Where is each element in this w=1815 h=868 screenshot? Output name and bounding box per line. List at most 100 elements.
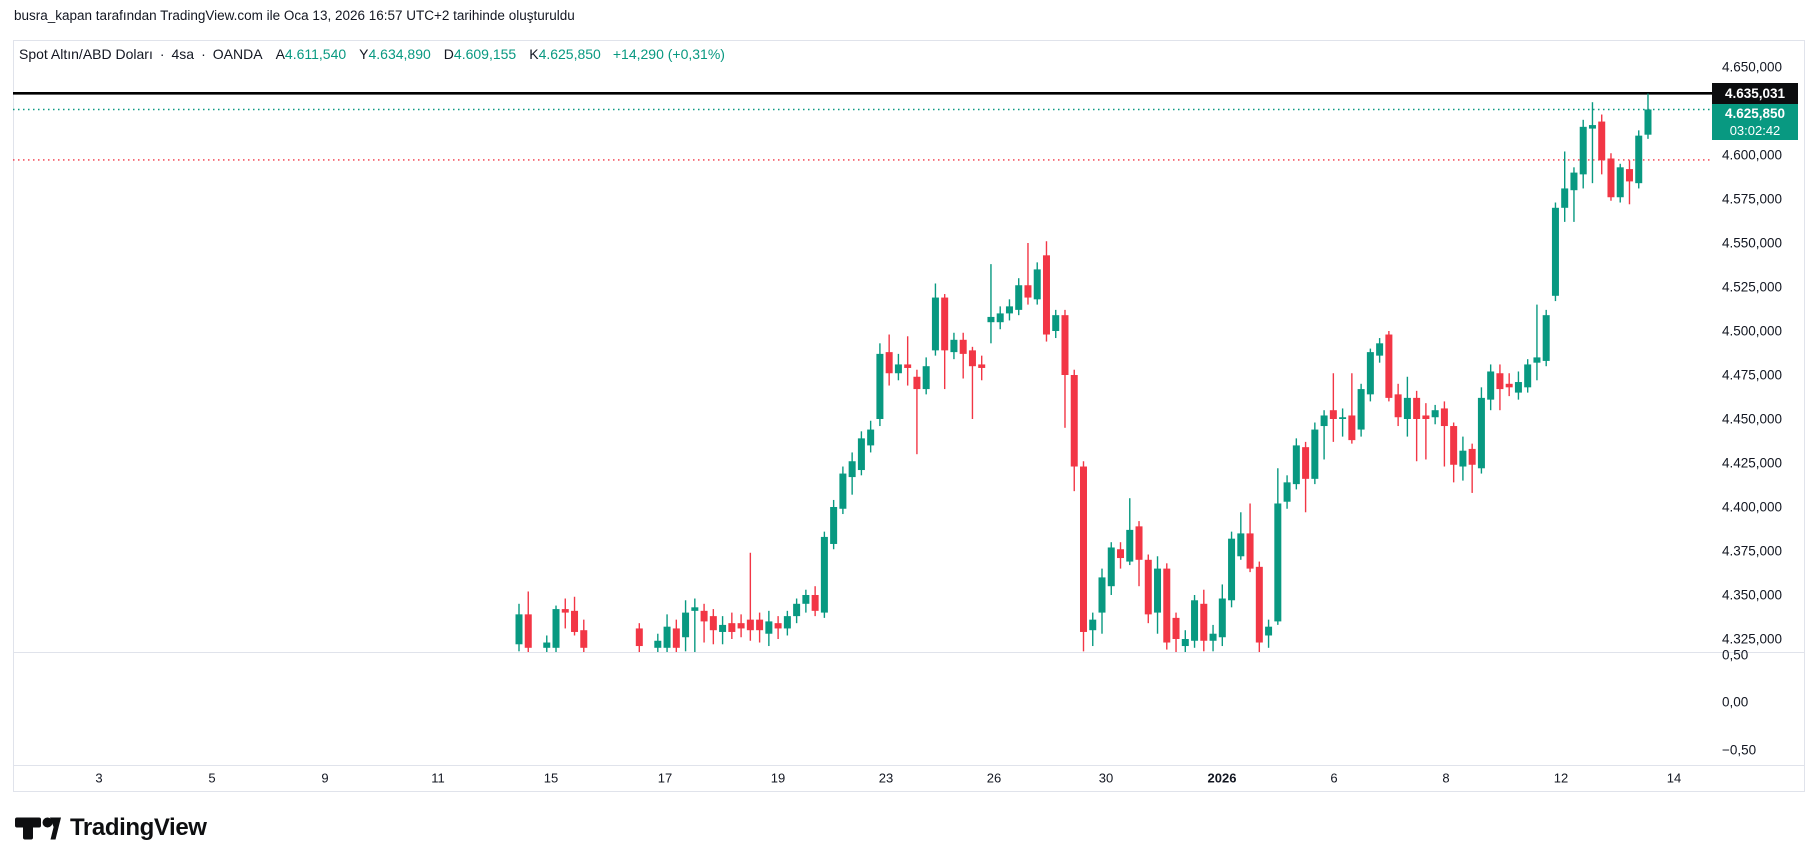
candle[interactable] (1061, 309, 1069, 428)
candle[interactable] (1496, 364, 1504, 411)
candle[interactable] (1255, 561, 1263, 654)
candle[interactable] (737, 614, 745, 638)
candle[interactable] (1348, 373, 1356, 444)
candle[interactable] (663, 614, 671, 653)
candle[interactable] (1533, 304, 1541, 381)
candle[interactable] (1468, 443, 1476, 493)
candle[interactable] (950, 332, 958, 360)
symbol-title[interactable]: Spot Altın/ABD Doları (19, 46, 153, 62)
candle[interactable] (1163, 563, 1171, 650)
candle[interactable] (1644, 93, 1652, 139)
candle[interactable] (885, 334, 893, 386)
candle[interactable] (1570, 167, 1578, 222)
candle[interactable] (1015, 278, 1023, 316)
candle[interactable] (635, 623, 643, 653)
candle[interactable] (552, 605, 560, 654)
candle[interactable] (941, 294, 949, 390)
candle[interactable] (1459, 436, 1467, 481)
candle[interactable] (1135, 521, 1143, 587)
candle[interactable] (719, 616, 727, 645)
candle[interactable] (894, 353, 902, 381)
candle[interactable] (1385, 331, 1393, 402)
candle[interactable] (1413, 390, 1421, 462)
interval-label[interactable]: 4sa (171, 46, 195, 62)
candle[interactable] (1394, 383, 1402, 427)
candle[interactable] (1320, 410, 1328, 460)
candle[interactable] (1542, 309, 1550, 367)
candle[interactable] (1366, 348, 1374, 402)
candle[interactable] (1024, 243, 1032, 305)
candle[interactable] (1487, 364, 1495, 411)
candle[interactable] (672, 619, 680, 653)
candle[interactable] (811, 586, 819, 617)
candle[interactable] (1635, 130, 1643, 189)
candle[interactable] (1283, 475, 1291, 509)
candle[interactable] (746, 552, 754, 641)
exchange-label[interactable]: OANDA (212, 46, 263, 62)
candle[interactable] (1431, 404, 1439, 425)
candle[interactable] (987, 264, 995, 344)
candle[interactable] (1292, 438, 1300, 490)
candle[interactable] (1607, 153, 1615, 201)
tradingview-logo[interactable]: TradingView (15, 814, 207, 842)
candle[interactable] (524, 591, 532, 653)
candle[interactable] (978, 355, 986, 381)
candle[interactable] (709, 609, 717, 645)
candle[interactable] (1098, 568, 1106, 634)
candle[interactable] (802, 589, 810, 613)
candle[interactable] (1005, 299, 1013, 321)
candle[interactable] (774, 616, 782, 639)
candle[interactable] (996, 306, 1004, 330)
candle[interactable] (783, 610, 791, 636)
candle[interactable] (1616, 163, 1624, 203)
candle[interactable] (876, 343, 884, 427)
candle[interactable] (1551, 202, 1559, 302)
candle[interactable] (580, 619, 588, 653)
candle[interactable] (1181, 630, 1189, 653)
candle[interactable] (848, 452, 856, 495)
candle[interactable] (830, 499, 838, 550)
candle[interactable] (968, 346, 976, 419)
candle[interactable] (1172, 612, 1180, 653)
candle[interactable] (728, 612, 736, 639)
candle[interactable] (922, 357, 930, 395)
candle[interactable] (1079, 461, 1087, 652)
candle[interactable] (1089, 612, 1097, 647)
candle[interactable] (571, 596, 579, 636)
candle[interactable] (765, 610, 773, 647)
candle[interactable] (561, 598, 569, 629)
candle[interactable] (1052, 309, 1060, 339)
candle[interactable] (857, 431, 865, 476)
candle[interactable] (1117, 542, 1125, 569)
candle[interactable] (1042, 241, 1050, 342)
candle[interactable] (1033, 262, 1041, 305)
candle[interactable] (1376, 338, 1384, 363)
candle[interactable] (1505, 373, 1513, 397)
candle[interactable] (931, 283, 939, 356)
candle[interactable] (1329, 373, 1337, 442)
candle[interactable] (1302, 441, 1310, 513)
candle[interactable] (1107, 542, 1115, 595)
candle[interactable] (1191, 595, 1199, 648)
candle[interactable] (1144, 554, 1152, 624)
candle[interactable] (904, 336, 912, 386)
candle[interactable] (1625, 160, 1633, 205)
candle[interactable] (839, 466, 847, 515)
candle[interactable] (691, 598, 699, 654)
candle[interactable] (654, 633, 662, 653)
candle[interactable] (1218, 584, 1226, 647)
candle[interactable] (1246, 503, 1254, 573)
candle[interactable] (1274, 468, 1282, 625)
candle[interactable] (1070, 369, 1078, 492)
pane-divider[interactable] (13, 652, 1805, 653)
candle[interactable] (756, 612, 764, 643)
candle[interactable] (543, 635, 551, 654)
candle[interactable] (1422, 403, 1430, 460)
candle[interactable] (1561, 151, 1569, 222)
candle[interactable] (1477, 387, 1485, 474)
candle[interactable] (1200, 589, 1208, 652)
candle[interactable] (793, 598, 801, 624)
candle[interactable] (820, 531, 828, 618)
candle[interactable] (1154, 556, 1162, 634)
